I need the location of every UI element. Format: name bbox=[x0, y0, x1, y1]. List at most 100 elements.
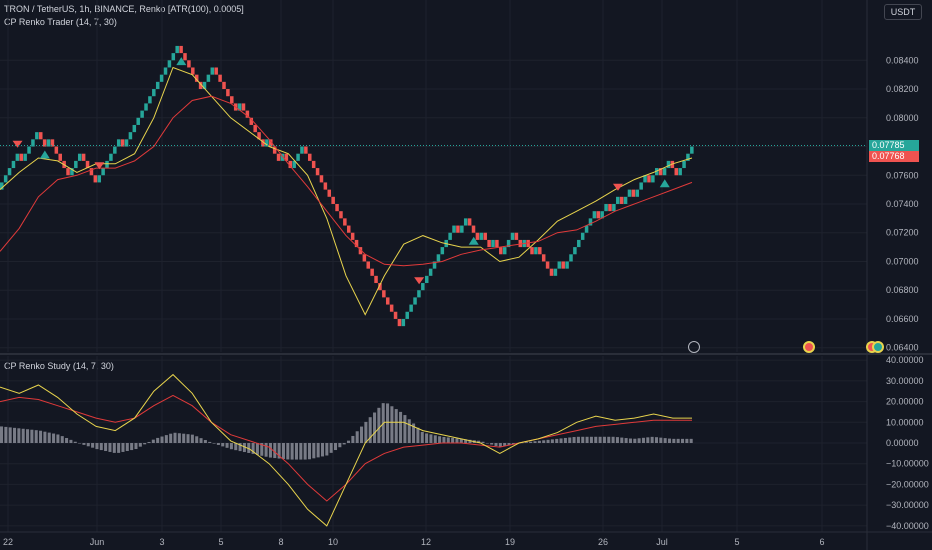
down-brick bbox=[647, 175, 651, 183]
down-brick bbox=[382, 290, 386, 298]
up-brick bbox=[140, 110, 144, 118]
up-brick bbox=[300, 146, 304, 154]
up-brick bbox=[565, 261, 569, 269]
histogram-bar bbox=[294, 443, 298, 460]
histogram-bar bbox=[589, 436, 593, 443]
buy-signal bbox=[176, 57, 187, 66]
histogram-bar bbox=[689, 438, 693, 443]
histogram-bar bbox=[121, 443, 125, 452]
event-marker-icon[interactable] bbox=[803, 341, 815, 353]
histogram-bar bbox=[511, 443, 515, 445]
down-brick bbox=[343, 218, 347, 226]
histogram-bar bbox=[568, 437, 572, 443]
histogram-bar bbox=[529, 441, 533, 443]
down-brick bbox=[331, 196, 335, 204]
up-brick bbox=[296, 153, 300, 161]
study-tick-label: 20.00000 bbox=[886, 397, 924, 407]
histogram-bar bbox=[216, 443, 220, 445]
down-brick bbox=[374, 275, 378, 284]
histogram-bar bbox=[563, 437, 567, 443]
down-brick bbox=[226, 89, 230, 97]
price-tick-label: 0.07200 bbox=[886, 228, 919, 238]
histogram-bar bbox=[403, 415, 407, 443]
histogram-bar bbox=[442, 436, 446, 443]
up-brick bbox=[116, 139, 121, 147]
price-tick-label: 0.06600 bbox=[886, 314, 919, 324]
down-brick bbox=[471, 225, 476, 233]
up-brick bbox=[662, 168, 667, 176]
up-brick bbox=[206, 74, 211, 82]
down-brick bbox=[187, 60, 191, 68]
down-brick bbox=[541, 254, 546, 262]
up-brick bbox=[460, 225, 464, 233]
down-brick bbox=[514, 232, 519, 240]
up-brick bbox=[167, 60, 172, 68]
histogram-bar bbox=[494, 443, 498, 446]
up-brick bbox=[534, 247, 538, 255]
histogram-bar bbox=[373, 412, 377, 443]
histogram-bar bbox=[21, 428, 25, 443]
histogram-bar bbox=[490, 443, 494, 445]
up-brick bbox=[428, 268, 433, 276]
indicator-title[interactable]: CP Renko Trader (14, 7, 30) bbox=[4, 17, 117, 27]
lightning-icon[interactable] bbox=[688, 341, 700, 353]
buy-signal bbox=[39, 150, 50, 159]
up-brick bbox=[237, 103, 242, 111]
histogram-bar bbox=[312, 443, 316, 459]
histogram-bar bbox=[620, 437, 624, 443]
histogram-bar bbox=[177, 433, 181, 443]
up-brick bbox=[136, 117, 140, 125]
histogram-bar bbox=[0, 426, 4, 443]
down-brick bbox=[483, 232, 487, 240]
up-brick bbox=[463, 218, 468, 226]
up-brick bbox=[113, 146, 117, 154]
down-brick bbox=[179, 45, 183, 54]
histogram-bar bbox=[247, 443, 251, 453]
histogram-bar bbox=[641, 437, 645, 443]
histogram-bar bbox=[585, 436, 589, 443]
histogram-bar bbox=[325, 443, 329, 456]
histogram-bar bbox=[390, 406, 394, 443]
histogram-bar bbox=[303, 443, 307, 460]
histogram-bar bbox=[342, 443, 346, 445]
down-brick bbox=[214, 67, 218, 75]
histogram-bar bbox=[290, 443, 294, 460]
sell-signal bbox=[12, 140, 23, 148]
up-brick bbox=[401, 318, 406, 327]
event-marker-icon[interactable] bbox=[872, 341, 884, 353]
down-brick bbox=[358, 247, 363, 255]
histogram-bar bbox=[65, 438, 69, 443]
down-brick bbox=[323, 182, 328, 190]
down-brick bbox=[66, 168, 70, 176]
up-brick bbox=[23, 153, 27, 161]
currency-button[interactable]: USDT bbox=[884, 4, 922, 20]
up-brick bbox=[553, 268, 558, 276]
down-brick bbox=[315, 168, 320, 176]
histogram-bar bbox=[173, 432, 177, 443]
histogram-bar bbox=[13, 427, 17, 443]
up-brick bbox=[635, 189, 640, 197]
down-brick bbox=[120, 139, 125, 147]
down-brick bbox=[319, 175, 324, 183]
down-brick bbox=[269, 139, 273, 147]
histogram-bar bbox=[182, 433, 186, 443]
up-brick bbox=[280, 153, 285, 161]
down-brick bbox=[42, 139, 47, 147]
price-tick-label: 0.08000 bbox=[886, 113, 919, 123]
histogram-bar bbox=[195, 436, 199, 443]
histogram-bar bbox=[151, 439, 155, 443]
up-brick bbox=[639, 182, 643, 190]
up-brick bbox=[7, 168, 12, 176]
up-brick bbox=[690, 146, 694, 154]
up-brick bbox=[600, 211, 604, 219]
histogram-bar bbox=[386, 403, 390, 443]
down-brick bbox=[253, 124, 257, 133]
down-brick bbox=[608, 203, 612, 212]
up-brick bbox=[678, 168, 682, 176]
histogram-bar bbox=[125, 443, 129, 452]
study-title[interactable]: CP Renko Study (14, 7, 30) bbox=[4, 361, 114, 371]
x-tick-label: 12 bbox=[421, 537, 431, 547]
histogram-bar bbox=[286, 443, 290, 460]
histogram-bar bbox=[95, 443, 99, 450]
